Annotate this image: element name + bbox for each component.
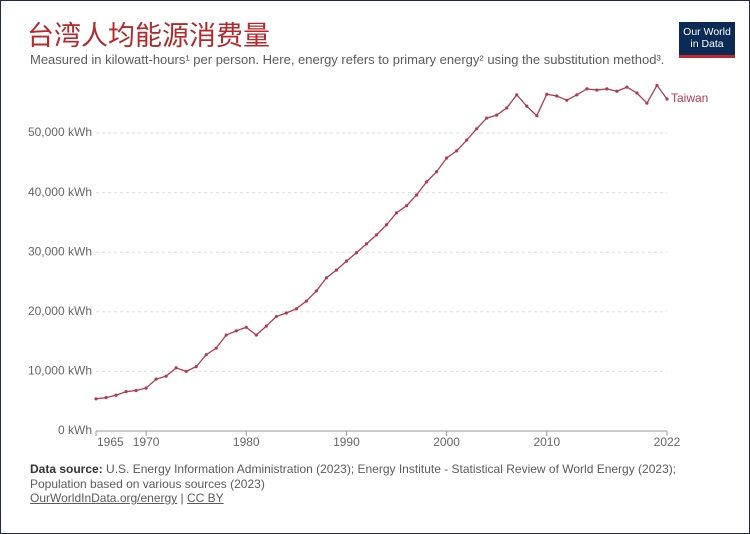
x-tick-label: 1980 [233,435,260,449]
point [625,85,629,89]
point [154,377,158,381]
point [565,98,569,102]
source-label: Data source: [30,462,103,476]
point [595,88,599,92]
point [184,369,188,373]
links: OurWorldInData.org/energy | CC BY [30,491,720,506]
point [575,93,579,97]
link[interactable]: OurWorldInData.org/energy [30,491,178,505]
point [585,87,589,91]
y-tick-label: 0 kWh [58,423,92,437]
y-tick-label: 30,000 kWh [28,244,92,258]
point [344,259,349,263]
point [434,170,439,174]
point [224,333,228,337]
point [204,353,208,357]
point [364,242,369,246]
point [134,388,138,393]
point [495,113,499,117]
point [234,329,238,333]
y-tick-label: 50,000 kWh [28,125,92,139]
point [94,397,98,401]
point [535,114,539,118]
point [114,393,118,397]
y-tick-label: 10,000 kWh [28,364,92,378]
point [124,390,128,394]
point [334,268,339,272]
point [655,83,659,87]
point [194,365,198,369]
x-tick-label: 2022 [654,435,681,449]
point [404,204,409,208]
x-tick-label: 2000 [433,435,460,449]
chart-subtitle: Measured in kilowatt-hours¹ per person. … [30,52,665,67]
series-line [95,84,668,400]
point [174,366,178,370]
point [144,386,148,390]
logo-line: in Data [690,38,724,50]
source-text: U.S. Energy Information Administration (… [30,462,677,491]
point [284,311,288,315]
footer: Data source: U.S. Energy Information Adm… [30,462,720,506]
separator: | [180,491,184,505]
point [635,91,639,95]
chart-title: 台湾人均能源消费量 [27,21,270,52]
point [455,149,459,153]
logo-line: Our World [683,26,731,38]
point [254,333,258,337]
point [645,101,649,105]
point [424,180,429,184]
x-tick-label: 1965 [97,435,124,449]
point [665,97,669,101]
point [545,92,549,96]
point [304,299,308,303]
point [465,138,469,142]
point [555,94,559,98]
point [324,276,329,280]
point [605,87,609,91]
point [374,233,379,237]
series-label: Taiwan [671,91,708,105]
point [515,93,519,97]
x-tick-label: 1990 [333,435,360,449]
point [445,156,449,160]
point [394,211,399,215]
point [214,346,218,350]
source: Data source: U.S. Energy Information Adm… [30,462,720,491]
point [274,314,278,319]
point [485,116,489,120]
point [314,289,318,293]
point [525,104,529,108]
point [505,106,509,110]
point [164,374,168,378]
logo[interactable]: Our World in Data [679,22,735,58]
point [354,251,359,255]
point [615,89,619,93]
y-tick-label: 40,000 kWh [28,185,92,199]
point [414,193,419,197]
point [475,127,479,131]
point [384,223,389,227]
y-tick-label: 20,000 kWh [28,304,92,318]
license[interactable]: CC BY [187,491,224,505]
point [294,307,298,311]
x-tick-label: 2010 [533,435,560,449]
point [244,325,248,329]
point [104,396,108,400]
point [264,324,268,328]
x-tick-label: 1970 [133,435,160,449]
